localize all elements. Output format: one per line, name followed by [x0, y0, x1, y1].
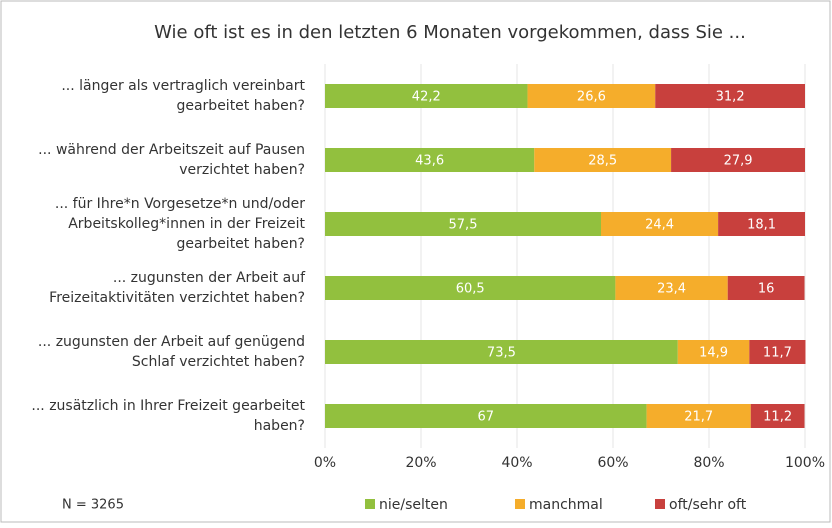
bar-segment [615, 276, 728, 300]
data-label: 60,5 [456, 282, 485, 297]
data-label: 11,7 [763, 346, 792, 361]
bar-segment [527, 84, 656, 108]
bar-segment [750, 404, 805, 428]
data-label: 31,2 [716, 90, 745, 105]
category-label: ... für Ihre*n Vorgesetze*n und/oder [55, 196, 305, 212]
category-label: ... während der Arbeitszeit auf Pausen [38, 142, 305, 158]
bar-segment [671, 148, 805, 172]
category-label: gearbeitet haben? [176, 236, 305, 252]
chart-title: Wie oft ist es in den letzten 6 Monaten … [154, 22, 746, 43]
data-label: 42,2 [412, 90, 441, 105]
annotation: N = 3265 [62, 498, 124, 513]
legend-swatch [515, 499, 525, 509]
bar-segment [601, 212, 719, 236]
category-label: ... zusätzlich in Ihrer Freizeit gearbei… [31, 398, 305, 414]
bar-segment [749, 340, 806, 364]
category-label: verzichtet haben? [179, 162, 305, 178]
category-label: ... zugunsten der Arbeit auf genügend [38, 334, 305, 350]
bar-segment [325, 404, 647, 428]
bar-segment [655, 84, 805, 108]
data-label: 73,5 [487, 346, 516, 361]
data-label: 18,1 [747, 218, 776, 233]
bar-segment [727, 276, 805, 300]
bar-segment [325, 212, 601, 236]
data-label: 43,6 [415, 154, 444, 169]
data-label: 67 [478, 410, 495, 425]
category-label: ... länger als vertraglich vereinbart [61, 78, 305, 94]
data-label: 26,6 [577, 90, 606, 105]
data-label: 28,5 [588, 154, 617, 169]
x-tick-label: 20% [405, 455, 436, 471]
bar-segment [718, 212, 805, 236]
x-tick-label: 100% [785, 455, 825, 471]
category-label: ... zugunsten der Arbeit auf [113, 270, 306, 286]
data-label: 57,5 [449, 218, 478, 233]
bar-segment [646, 404, 751, 428]
bar-segment [325, 276, 616, 300]
legend-label: oft/sehr oft [669, 497, 747, 513]
data-label: 27,9 [724, 154, 753, 169]
data-label: 16 [758, 282, 775, 297]
legend-swatch [365, 499, 375, 509]
data-label: 11,2 [763, 410, 792, 425]
x-tick-label: 60% [597, 455, 628, 471]
bar-segment [325, 148, 535, 172]
category-label: Arbeitskolleg*innen in der Freizeit [68, 216, 305, 232]
x-tick-label: 40% [501, 455, 532, 471]
data-label: 23,4 [657, 282, 686, 297]
x-tick-label: 0% [314, 455, 336, 471]
x-tick-label: 80% [693, 455, 724, 471]
data-label: 24,4 [645, 218, 674, 233]
category-label: Freizeitaktivitäten verzichtet haben? [49, 290, 305, 306]
bar-segment [534, 148, 672, 172]
category-label: haben? [254, 418, 305, 434]
category-label: Schlaf verzichtet haben? [132, 354, 305, 370]
legend-label: nie/selten [379, 497, 448, 513]
category-label: gearbeitet haben? [176, 98, 305, 114]
data-label: 21,7 [684, 410, 713, 425]
legend-label: manchmal [529, 497, 603, 513]
legend-swatch [655, 499, 665, 509]
bar-segment [325, 340, 678, 364]
bar-segment [325, 84, 528, 108]
data-label: 14,9 [699, 346, 728, 361]
bar-segment [677, 340, 750, 364]
